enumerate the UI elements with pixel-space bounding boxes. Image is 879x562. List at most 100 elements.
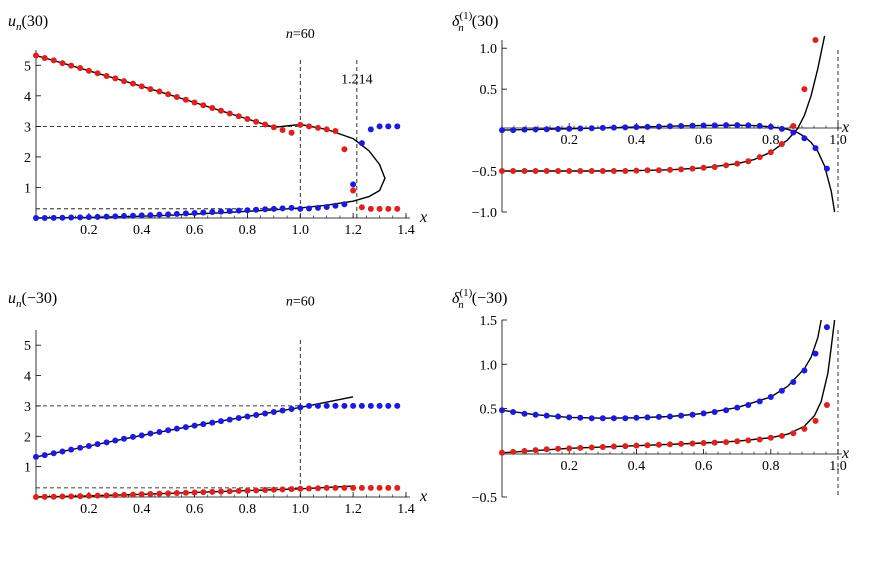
data-point — [532, 126, 539, 133]
data-point — [711, 122, 718, 129]
data-point — [253, 206, 260, 213]
data-point — [165, 427, 172, 434]
x-tick-label: 0.8 — [239, 223, 257, 238]
data-point — [394, 402, 401, 409]
x-tick-label: 1.2 — [344, 223, 362, 238]
data-point — [633, 167, 640, 174]
data-point — [700, 122, 707, 129]
data-point — [510, 409, 517, 416]
data-point — [543, 126, 550, 133]
data-point — [790, 129, 797, 136]
data-point — [577, 168, 584, 175]
data-point — [521, 126, 528, 133]
data-point — [209, 209, 216, 216]
panel-top-left: 0.2 0.4 0.6 0.8 1.0 1.2 1.4 1 2 3 4 5 un(30) x n=60 1.2… — [8, 13, 427, 238]
data-point — [622, 168, 629, 175]
data-point — [767, 393, 774, 400]
data-point — [566, 414, 573, 421]
panel-bottom-left: 0.2 0.4 0.6 0.8 1.0 1.2 1.4 1 2 3 4 5 un(−30) x n=60 — [8, 290, 427, 517]
data-point — [288, 129, 295, 136]
data-point — [543, 446, 550, 453]
data-point — [711, 439, 718, 446]
data-point — [129, 433, 136, 440]
data-point — [367, 484, 374, 491]
data-point — [599, 415, 606, 422]
data-point — [270, 486, 277, 493]
x-tick-label: 0.8 — [762, 133, 780, 148]
data-point — [823, 401, 830, 408]
data-point — [633, 414, 640, 421]
data-point — [610, 443, 617, 450]
data-point — [244, 116, 251, 123]
data-point — [270, 205, 277, 212]
data-point — [711, 163, 718, 170]
y-tick-label: 2 — [24, 151, 31, 166]
data-point — [306, 205, 313, 212]
data-point — [173, 425, 180, 432]
data-point — [767, 434, 774, 441]
data-point — [314, 402, 321, 409]
data-point — [790, 378, 797, 385]
data-point — [121, 78, 128, 85]
data-point — [41, 452, 48, 459]
x-tick-label: 1.0 — [292, 223, 310, 238]
y-tick-label: 1.0 — [480, 42, 498, 57]
data-point — [50, 450, 57, 457]
series-curve — [501, 319, 822, 419]
data-point — [129, 80, 136, 87]
data-point — [610, 415, 617, 422]
data-point — [33, 453, 39, 460]
data-point — [812, 145, 819, 152]
data-point — [341, 201, 348, 208]
x-tick-label: 0.2 — [80, 502, 98, 517]
data-point — [59, 214, 66, 221]
data-point — [121, 491, 128, 498]
data-point — [510, 168, 517, 175]
data-point — [112, 492, 119, 499]
data-point — [323, 402, 330, 409]
data-point — [332, 402, 339, 409]
data-point — [112, 437, 119, 444]
data-point — [543, 168, 550, 175]
data-point — [33, 494, 39, 500]
data-point — [165, 211, 172, 218]
data-point — [723, 122, 730, 129]
data-point — [147, 212, 154, 219]
data-point — [173, 210, 180, 217]
data-point — [532, 411, 539, 418]
data-point — [655, 441, 662, 448]
data-point — [226, 488, 233, 495]
data-point — [173, 94, 180, 101]
data-point — [200, 421, 207, 428]
x-axis-label: x — [419, 209, 427, 226]
y-tick-label: 5 — [24, 339, 31, 354]
data-point — [191, 99, 198, 106]
data-point — [532, 168, 539, 175]
data-point — [385, 484, 392, 491]
data-point — [94, 70, 101, 77]
data-point — [622, 124, 629, 131]
y-axis-label: un(30) — [8, 13, 48, 33]
data-point — [306, 123, 313, 130]
data-point — [323, 126, 330, 133]
data-point — [332, 127, 339, 134]
data-point — [610, 168, 617, 175]
data-point — [68, 493, 75, 500]
data-point — [94, 213, 101, 220]
data-point — [244, 413, 251, 420]
data-point — [314, 124, 321, 131]
data-point — [138, 491, 145, 498]
data-point — [700, 164, 707, 171]
data-point — [156, 490, 163, 497]
data-point — [262, 410, 269, 417]
data-point — [262, 487, 269, 494]
y-tick-label: −0.5 — [472, 165, 497, 180]
data-point — [129, 491, 136, 498]
data-point — [350, 187, 357, 194]
data-point — [350, 402, 357, 409]
data-point — [235, 415, 242, 422]
data-point — [323, 204, 330, 211]
data-point — [147, 490, 154, 497]
data-point — [555, 445, 562, 452]
data-point — [385, 205, 392, 212]
